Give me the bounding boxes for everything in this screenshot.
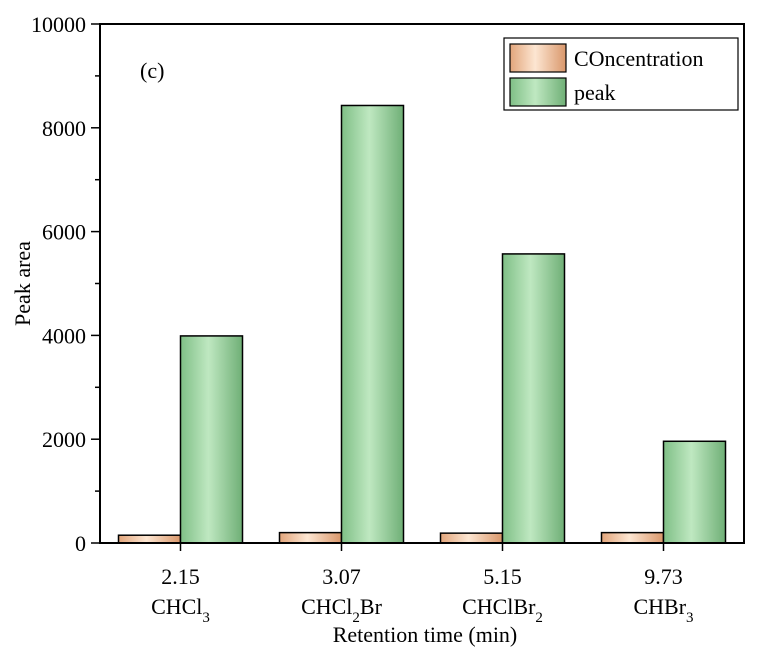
y-axis-label: Peak area (10, 241, 35, 326)
y-tick-label: 2000 (42, 427, 86, 452)
bar-concentration-3.07 (278, 531, 343, 544)
legend-swatch-peak (509, 77, 567, 107)
bars-layer (117, 104, 727, 544)
bar-peak-5.15 (501, 253, 566, 544)
y-tick-label: 8000 (42, 116, 86, 141)
bar-peak-2.15 (179, 335, 244, 544)
y-tick-label: 10000 (31, 12, 86, 37)
x-tick-compound-label: CHCl3 (151, 594, 210, 626)
legend-swatch-concentration (509, 43, 567, 73)
y-tick-label: 0 (75, 531, 86, 556)
x-axis: 2.15 CHCl3 3.07 CHCl2Br 5.15 CHClBr2 9.73 CHBr3 (151, 543, 694, 626)
bar-concentration-5.15 (439, 532, 504, 544)
legend-label-peak: peak (574, 80, 616, 105)
x-tick-time-label: 2.15 (161, 564, 200, 589)
bar-peak-3.07 (340, 104, 405, 544)
y-axis: 0 2000 4000 6000 8000 10000 (31, 12, 100, 556)
x-tick-time-label: 5.15 (483, 564, 522, 589)
panel-label: (c) (140, 58, 164, 83)
bar-peak-9.73 (662, 440, 727, 544)
y-tick-label: 4000 (42, 323, 86, 348)
x-tick-time-label: 9.73 (644, 564, 683, 589)
bar-concentration-9.73 (600, 531, 665, 544)
x-tick-compound-label: CHCl2Br (301, 594, 383, 626)
legend-label-concentration: COncentration (574, 46, 704, 71)
x-tick-compound-label: CHBr3 (633, 594, 693, 626)
legend: COncentration peak (503, 37, 739, 111)
y-tick-label: 6000 (42, 220, 86, 245)
bar-concentration-2.15 (117, 534, 182, 544)
x-tick-compound-label: CHClBr2 (462, 594, 543, 626)
x-tick-time-label: 3.07 (322, 564, 361, 589)
x-axis-label: Retention time (min) (333, 622, 518, 647)
